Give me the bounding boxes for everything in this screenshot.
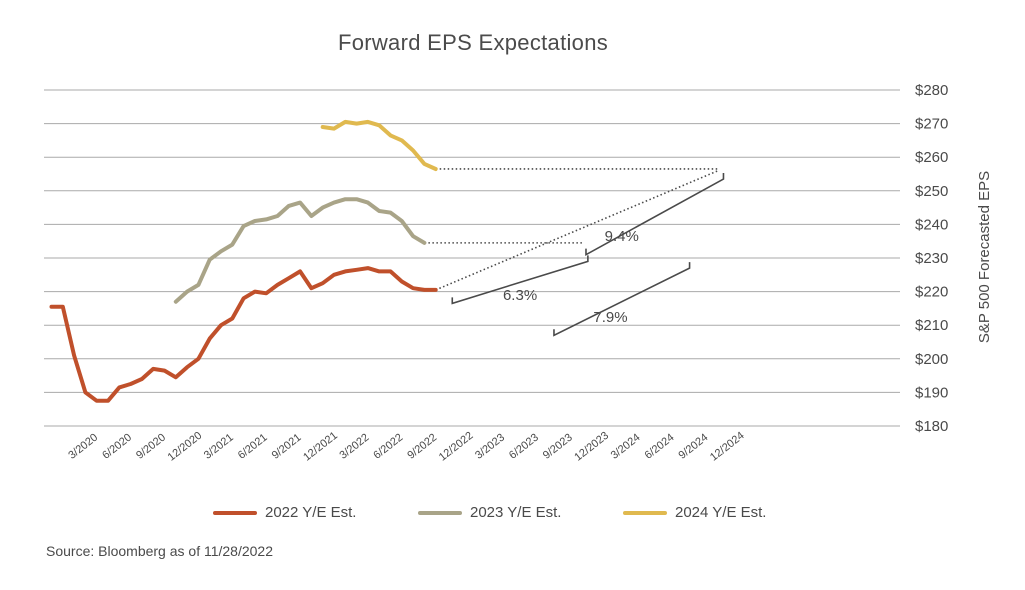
legend-item-2023: 2023 Y/E Est. bbox=[418, 504, 561, 521]
y-tick-labels: $180 $190 $200 $210 $220 $230 $240 $250 $260 $270… bbox=[915, 82, 948, 435]
x-tick-label-1: 6/2020 bbox=[100, 432, 134, 462]
growth-label-1: 9.4% bbox=[605, 228, 639, 245]
growth-bracket-1 bbox=[585, 173, 725, 256]
y-tick-label-210: $210 bbox=[915, 317, 948, 334]
legend-label-2023: 2023 Y/E Est. bbox=[470, 504, 562, 521]
x-tick-label-15: 12/2023 bbox=[572, 430, 611, 464]
series-line-1 bbox=[173, 197, 427, 304]
x-tick-label-9: 6/2022 bbox=[371, 432, 405, 462]
x-tick-label-10: 9/2022 bbox=[405, 432, 439, 462]
x-tick-label-2: 9/2020 bbox=[134, 432, 168, 462]
series-line-2 bbox=[320, 119, 438, 171]
y-tick-label-280: $280 bbox=[915, 82, 948, 99]
projection-line-2 bbox=[435, 169, 719, 291]
y-tick-label-190: $190 bbox=[915, 384, 948, 401]
growth-annotations: 6.3% 9.4% 7.9% bbox=[451, 173, 725, 337]
y-tick-label-230: $230 bbox=[915, 250, 948, 267]
gridlines bbox=[44, 89, 900, 427]
y-tick-label-240: $240 bbox=[915, 216, 948, 233]
y-tick-label-270: $270 bbox=[915, 116, 948, 133]
legend-item-2022: 2022 Y/E Est. bbox=[213, 504, 356, 521]
chart-title: Forward EPS Expectations bbox=[337, 30, 609, 55]
x-tick-label-18: 9/2024 bbox=[676, 432, 710, 462]
y-tick-label-250: $250 bbox=[915, 183, 948, 200]
y-tick-label-260: $260 bbox=[915, 149, 948, 166]
x-tick-label-6: 9/2021 bbox=[270, 432, 304, 462]
x-tick-label-3: 12/2020 bbox=[166, 430, 205, 464]
growth-bracket-2 bbox=[553, 262, 691, 337]
legend-label-2024: 2024 Y/E Est. bbox=[675, 504, 767, 521]
growth-label-0: 6.3% bbox=[503, 287, 537, 304]
y-axis-label: S&P 500 Forecasted EPS bbox=[976, 171, 993, 343]
x-tick-label-13: 6/2023 bbox=[507, 432, 541, 462]
series-lines bbox=[49, 119, 438, 403]
legend-swatch-2022 bbox=[213, 510, 257, 515]
y-tick-label-200: $200 bbox=[915, 351, 948, 368]
x-tick-label-16: 3/2024 bbox=[609, 432, 643, 462]
x-tick-label-14: 9/2023 bbox=[541, 432, 575, 462]
growth-label-2: 7.9% bbox=[593, 309, 627, 326]
growth-bracket-0 bbox=[451, 255, 589, 305]
x-tick-label-4: 3/2021 bbox=[202, 432, 236, 462]
y-tick-label-220: $220 bbox=[915, 284, 948, 301]
x-tick-label-19: 12/2024 bbox=[708, 430, 747, 464]
legend-swatch-2023 bbox=[418, 510, 462, 515]
projection-lines bbox=[424, 168, 719, 291]
x-tick-label-0: 3/2020 bbox=[66, 432, 100, 462]
x-tick-label-7: 12/2021 bbox=[301, 430, 340, 464]
source-note: Source: Bloomberg as of 11/28/2022 bbox=[46, 543, 274, 559]
legend: 2022 Y/E Est. 2023 Y/E Est. 2024 Y/E Est… bbox=[0, 504, 1025, 528]
legend-label-2022: 2022 Y/E Est. bbox=[265, 504, 357, 521]
legend-swatch-2024 bbox=[623, 510, 667, 515]
x-tick-label-12: 3/2023 bbox=[473, 432, 507, 462]
x-tick-label-17: 6/2024 bbox=[643, 432, 677, 462]
x-tick-label-5: 6/2021 bbox=[236, 432, 270, 462]
legend-item-2024: 2024 Y/E Est. bbox=[623, 504, 766, 521]
x-tick-label-11: 12/2022 bbox=[437, 430, 476, 464]
y-tick-label-180: $180 bbox=[915, 418, 948, 435]
series-line-0 bbox=[49, 266, 438, 403]
x-tick-label-8: 3/2022 bbox=[337, 432, 371, 462]
